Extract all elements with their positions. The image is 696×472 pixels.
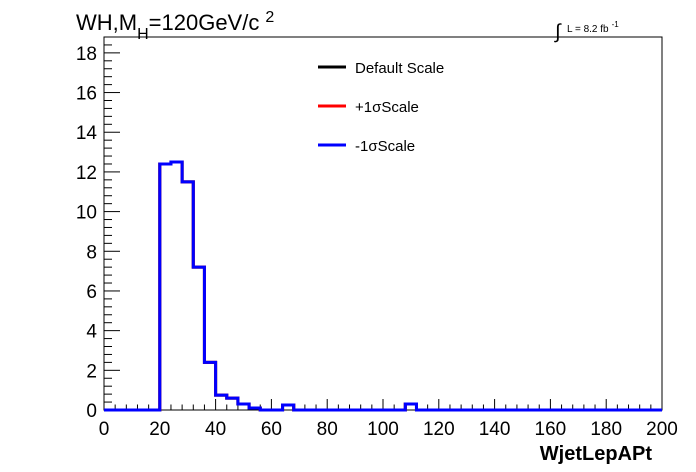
legend: Default Scale +1σScale -1σScale bbox=[318, 60, 444, 155]
x-tick-label: 200 bbox=[646, 419, 678, 440]
x-tick-label: 160 bbox=[535, 419, 567, 440]
series-line-2 bbox=[104, 160, 662, 412]
y-tick-label: 16 bbox=[76, 84, 97, 105]
series-line-1 bbox=[104, 160, 662, 412]
title-superscript: 2 bbox=[265, 9, 274, 26]
plot-area-border bbox=[103, 36, 663, 411]
chart-title: WH,MH=120GeV/c 2 bbox=[76, 9, 274, 43]
title-subscript: H bbox=[137, 26, 149, 43]
x-axis-label: WjetLepAPt bbox=[540, 443, 653, 465]
chart-text: WH,MH=120GeV/c 2 ∫ L = 8.2 fb -1 WjetLepAP… bbox=[76, 9, 678, 465]
lumi-label: L = 8.2 fb -1 bbox=[567, 20, 619, 35]
x-tick-label: 60 bbox=[261, 419, 282, 440]
series-line-0 bbox=[104, 160, 662, 412]
x-tick-label: 80 bbox=[317, 419, 338, 440]
lumi-superscript: -1 bbox=[612, 20, 620, 29]
x-tick-label: 180 bbox=[590, 419, 622, 440]
y-tick-label: 0 bbox=[86, 401, 97, 422]
plot-frame bbox=[103, 36, 663, 411]
y-tick-label: 18 bbox=[76, 44, 97, 65]
x-tick-label: 40 bbox=[205, 419, 226, 440]
x-tick-label: 20 bbox=[149, 419, 170, 440]
legend-entry: Default Scale bbox=[355, 60, 444, 77]
x-tick-label: 120 bbox=[423, 419, 455, 440]
axis-ticks bbox=[103, 36, 663, 411]
series-lines bbox=[104, 160, 662, 412]
y-tick-label: 10 bbox=[76, 203, 97, 224]
lumi-integral-sign: ∫ bbox=[554, 21, 562, 43]
legend-entry: +1σScale bbox=[355, 99, 419, 116]
y-tick-label: 4 bbox=[86, 322, 97, 343]
x-tick-label: 140 bbox=[479, 419, 511, 440]
legend-entry: -1σScale bbox=[355, 138, 415, 155]
y-tick-label: 8 bbox=[86, 242, 97, 263]
x-tick-label: 0 bbox=[99, 419, 110, 440]
y-tick-label: 12 bbox=[76, 163, 97, 184]
y-tick-label: 6 bbox=[86, 282, 97, 303]
y-tick-label: 2 bbox=[86, 361, 97, 382]
x-tick-label: 100 bbox=[367, 419, 399, 440]
y-tick-label: 14 bbox=[76, 123, 98, 144]
